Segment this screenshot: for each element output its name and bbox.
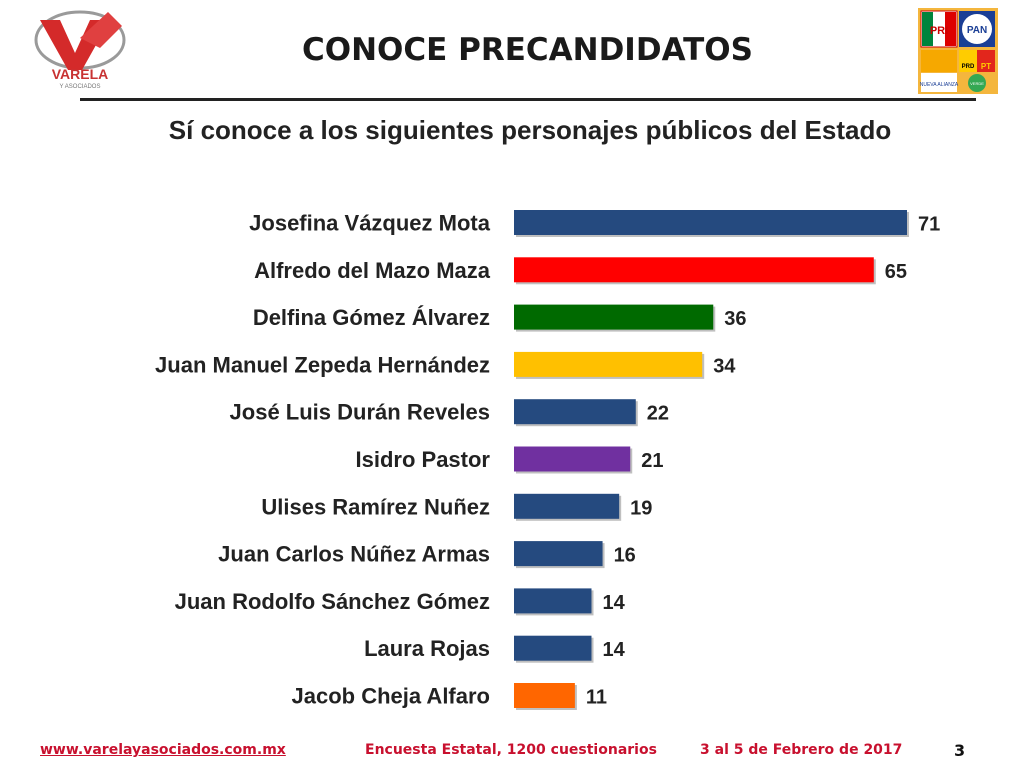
logo-subtext: Y ASOCIADOS	[60, 84, 101, 90]
category-label: Delfina Gómez Álvarez	[253, 305, 490, 330]
data-label: 22	[647, 403, 669, 425]
bar	[514, 304, 714, 330]
data-label: 11	[586, 687, 607, 709]
category-label: Isidro Pastor	[356, 447, 491, 472]
verde-label: VERDE	[970, 81, 984, 86]
nueva-alianza-label: NUEVA ALIANZA	[920, 82, 959, 88]
data-label: 36	[724, 308, 746, 330]
pri-label: PRI	[930, 25, 948, 37]
title-divider	[80, 98, 976, 101]
pri-green-band	[922, 12, 933, 46]
bar	[514, 446, 631, 472]
chart-title: Sí conoce a los siguientes personajes pú…	[168, 115, 892, 145]
category-label: Alfredo del Mazo Maza	[254, 258, 491, 283]
footer-date: 3 al 5 de Febrero de 2017	[700, 742, 903, 758]
data-label: 34	[713, 355, 736, 377]
data-label: 19	[630, 497, 652, 519]
mc-logo	[921, 50, 957, 72]
data-label: 16	[614, 545, 636, 567]
pri-red-band	[945, 12, 956, 46]
data-label: 71	[918, 214, 940, 236]
data-label: 21	[641, 450, 663, 472]
bar	[514, 257, 874, 283]
category-label: Juan Carlos Núñez Armas	[218, 542, 490, 567]
footer-survey: Encuesta Estatal, 1200 cuestionarios	[365, 742, 657, 758]
category-label: Josefina Vázquez Mota	[249, 211, 491, 236]
data-label: 65	[885, 261, 907, 283]
bar	[514, 351, 703, 377]
bar	[514, 399, 636, 425]
bar	[514, 541, 603, 567]
bar	[514, 493, 620, 519]
data-label: 14	[602, 592, 625, 614]
category-label: Ulises Ramírez Nuñez	[261, 494, 490, 519]
data-label: 14	[602, 639, 625, 661]
category-label: Jacob Cheja Alfaro	[292, 684, 490, 709]
pt-label: PT	[981, 62, 991, 71]
page-number: 3	[954, 741, 966, 760]
prd-label: PRD	[962, 64, 975, 70]
footer-url[interactable]: www.varelayasociados.com.mx	[40, 742, 286, 758]
pan-circle	[962, 14, 992, 44]
page-title: CONOCE PRECANDIDATOS	[302, 32, 753, 68]
bar	[514, 588, 592, 614]
varela-logo: VARELA Y ASOCIADOS	[34, 10, 126, 90]
verde-logo	[968, 74, 986, 92]
logo-arrow-shape	[80, 12, 122, 48]
bar-chart: Josefina Vázquez Mota 71 Alfredo del Mazo …	[155, 210, 940, 710]
category-label: José Luis Durán Reveles	[230, 400, 490, 425]
bar	[514, 683, 575, 708]
pan-label: PAN	[967, 25, 987, 36]
bar	[514, 635, 592, 661]
pt-logo	[977, 50, 995, 72]
party-logos: PRI PAN PRD PT NUEVA ALIANZA VERDE	[918, 8, 998, 94]
category-label: Laura Rojas	[364, 636, 490, 661]
category-label: Juan Manuel Zepeda Hernández	[155, 352, 490, 377]
category-label: Juan Rodolfo Sánchez Gómez	[175, 589, 490, 614]
bar	[514, 210, 907, 235]
logo-text: VARELA	[52, 66, 109, 82]
nueva-alianza-logo	[921, 73, 957, 92]
